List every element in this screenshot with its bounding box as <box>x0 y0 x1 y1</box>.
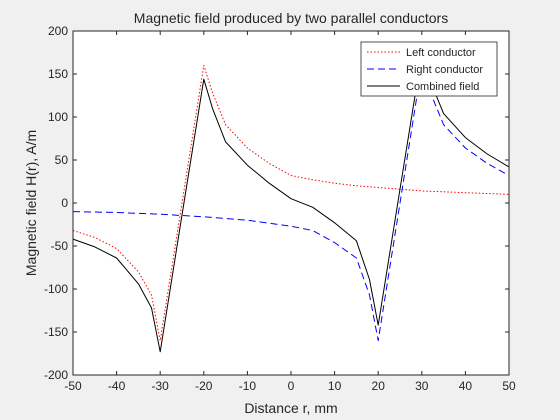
y-tick-label: 200 <box>48 24 68 38</box>
y-tick-label: 0 <box>61 196 68 210</box>
y-tick-label: -150 <box>44 325 68 339</box>
x-tick-label: 40 <box>459 379 473 393</box>
axis-ticks: -50 -40 -30 -20 -10 0 10 20 30 40 50-200-150-100-5… <box>44 24 516 393</box>
legend-label-left-conductor: Left conductor <box>406 47 476 59</box>
x-tick-label: 0 <box>288 379 295 393</box>
y-tick-label: -50 <box>51 239 69 253</box>
y-tick-label: 100 <box>48 110 68 124</box>
x-tick-label: -30 <box>152 379 170 393</box>
y-tick-label: 50 <box>55 153 69 167</box>
y-tick-label: -200 <box>44 368 68 382</box>
x-tick-label: 50 <box>502 379 516 393</box>
y-tick-label: -100 <box>44 282 68 296</box>
x-axis-label: Distance r, mm <box>244 400 337 416</box>
x-tick-label: -40 <box>108 379 126 393</box>
legend-label-combined-field: Combined field <box>406 81 479 93</box>
x-tick-label: -50 <box>64 379 82 393</box>
legend: Left conductor Right conductor Combined fi… <box>360 41 498 97</box>
chart-title: Magnetic field produced by two parallel … <box>134 10 448 26</box>
legend-label-right-conductor: Right conductor <box>406 64 483 76</box>
x-tick-label: 10 <box>328 379 342 393</box>
x-tick-label: -20 <box>195 379 213 393</box>
x-tick-label: 30 <box>415 379 429 393</box>
y-tick-label: 150 <box>48 67 68 81</box>
x-tick-label: -10 <box>239 379 257 393</box>
series-line-right-conductor <box>72 64 510 342</box>
y-axis-label: Magnetic field H(r), A/m <box>23 130 39 276</box>
x-tick-label: 20 <box>372 379 386 393</box>
